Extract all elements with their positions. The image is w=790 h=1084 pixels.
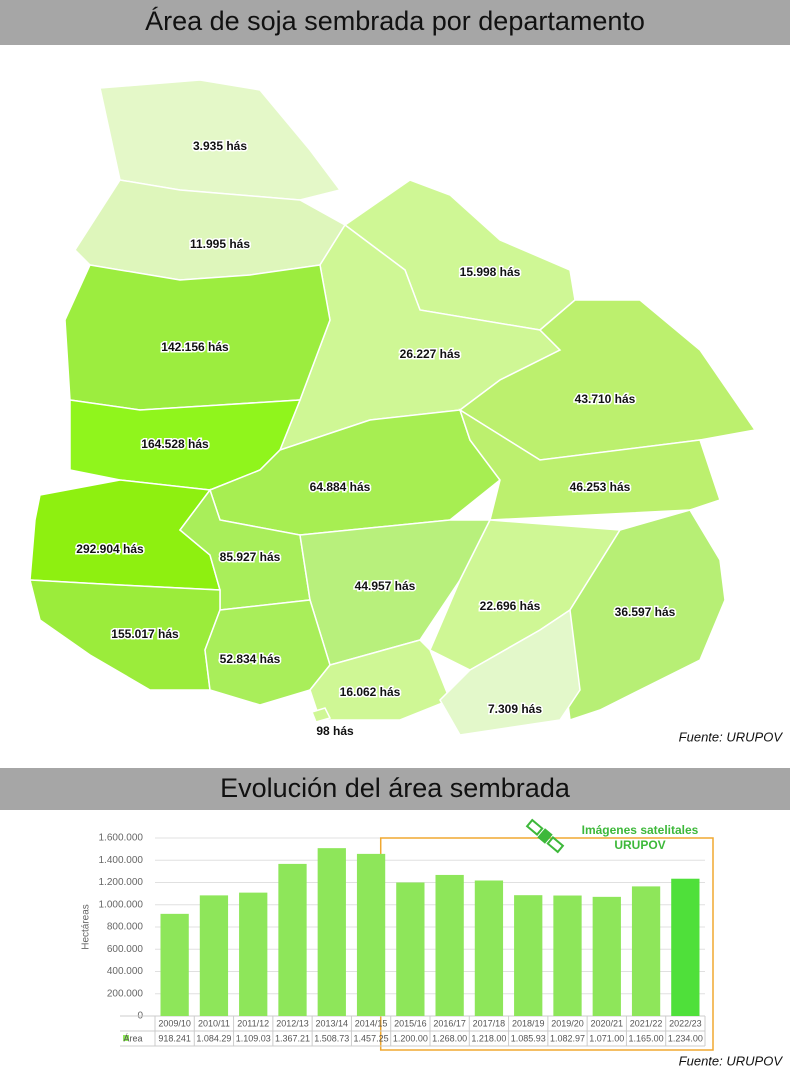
- title-bar: [0, 768, 790, 810]
- department-label: 64.884 hás: [310, 480, 371, 494]
- bar: [317, 848, 346, 1016]
- department-label: 11.995 hás: [190, 237, 250, 251]
- department: [311, 707, 332, 723]
- department-label: 7.309 hás: [488, 702, 542, 716]
- bar: [435, 874, 464, 1016]
- map: 3.935 hás 11.995 hás 15.998 hás 26.227 hás 4…: [29, 79, 757, 740]
- bar: [199, 895, 229, 1016]
- value-label: 1.218.00: [471, 1033, 506, 1043]
- legend-swatch: [123, 1035, 129, 1041]
- department-label: 3.935 hás: [193, 139, 247, 153]
- department-label: 52.834 hás: [220, 652, 281, 666]
- value-label: 1.084.29: [196, 1033, 231, 1043]
- annotation: Imágenes satelitales: [582, 823, 699, 837]
- value-label: 1.367.21: [275, 1033, 310, 1043]
- value-label: 1.200.00: [393, 1033, 428, 1043]
- department: [204, 599, 331, 706]
- department-label: 16.062 hás: [340, 685, 401, 699]
- x-tick-label: 2021/22: [630, 1018, 663, 1028]
- legend-label: Área: [123, 1033, 142, 1043]
- y-tick-label: 400.000: [107, 966, 144, 977]
- bar: [239, 892, 268, 1016]
- x-tick-label: 2016/17: [433, 1018, 466, 1028]
- y-tick-label: 600.000: [107, 944, 144, 955]
- bar: [396, 882, 425, 1016]
- value-label: 918.241: [158, 1033, 191, 1043]
- department-label: 142.156 hás: [161, 340, 229, 354]
- bar: [474, 880, 504, 1016]
- bar: [553, 895, 582, 1016]
- value-label: 1.071.00: [589, 1033, 624, 1043]
- chart-source: Fuente: URUPOV: [679, 1053, 784, 1068]
- map-title: Área de soja sembrada por departamento: [145, 6, 645, 36]
- department: [309, 639, 451, 721]
- y-tick-label: 800.000: [107, 922, 144, 933]
- department: [559, 509, 726, 722]
- department-label: 36.597 hás: [615, 605, 676, 619]
- value-label: 1.234.00: [668, 1033, 703, 1043]
- annotation: URUPOV: [614, 838, 665, 852]
- department: [64, 264, 331, 411]
- value-label: 1.508.73: [314, 1033, 349, 1043]
- x-tick-label: 2009/10: [158, 1018, 191, 1028]
- y-tick-label: 1.200.000: [99, 877, 144, 888]
- value-label: 1.085.93: [511, 1033, 546, 1043]
- map-source: Fuente: URUPOV: [679, 729, 784, 744]
- bar: [514, 895, 543, 1016]
- department-label: 292.904 hás: [76, 542, 144, 556]
- department-label: 155.017 hás: [111, 627, 179, 641]
- department-label: 22.696 hás: [480, 599, 541, 613]
- x-tick-label: 2014/15: [355, 1018, 388, 1028]
- satellite-icon: [525, 818, 565, 854]
- bar: [356, 853, 386, 1016]
- x-tick-label: 2019/20: [551, 1018, 584, 1028]
- highlight-box: [379, 837, 714, 1051]
- x-tick-label: 2013/14: [316, 1018, 349, 1028]
- department-label: 15.998 hás: [460, 265, 521, 279]
- department-label: 164.528 hás: [141, 437, 209, 451]
- department-label: 26.227 hás: [400, 347, 461, 361]
- bar: [671, 878, 700, 1016]
- chart-title: Evolución del área sembrada: [220, 773, 571, 803]
- y-tick-label: 1.400.000: [99, 855, 144, 866]
- bar: [631, 886, 661, 1016]
- x-tick-label: 2017/18: [473, 1018, 506, 1028]
- department-label: 44.957 hás: [355, 579, 416, 593]
- department-label: 85.927 hás: [220, 550, 281, 564]
- x-tick-label: 2012/13: [276, 1018, 309, 1028]
- value-label: 1.268.00: [432, 1033, 467, 1043]
- bar: [592, 896, 621, 1016]
- y-tick-label: 1.000.000: [99, 899, 144, 910]
- department-label: 98 hás: [316, 724, 354, 738]
- department-label: 46.253 hás: [570, 480, 631, 494]
- x-tick-label: 2010/11: [198, 1018, 230, 1028]
- department-label: 43.710 hás: [575, 392, 636, 406]
- x-tick-label: 2018/19: [512, 1018, 545, 1028]
- title-bar: [0, 0, 790, 45]
- department: [439, 608, 581, 736]
- chart: 0200.000400.000600.000800.0001.000.0001.…: [81, 823, 714, 1051]
- value-label: 1.109.03: [236, 1033, 271, 1043]
- value-label: 1.082.97: [550, 1033, 585, 1043]
- y-axis-title: Hectáreas: [81, 904, 92, 950]
- bar: [278, 863, 307, 1016]
- y-tick-label: 200.000: [107, 988, 144, 999]
- x-tick-label: 2022/23: [669, 1018, 702, 1028]
- x-tick-label: 2011/12: [237, 1018, 269, 1028]
- value-label: 1.457.25: [354, 1033, 389, 1043]
- x-tick-label: 2015/16: [394, 1018, 427, 1028]
- bar: [160, 913, 189, 1016]
- value-label: 1.165.00: [629, 1033, 664, 1043]
- x-tick-label: 2020/21: [591, 1018, 624, 1028]
- y-tick-label: 1.600.000: [99, 833, 144, 844]
